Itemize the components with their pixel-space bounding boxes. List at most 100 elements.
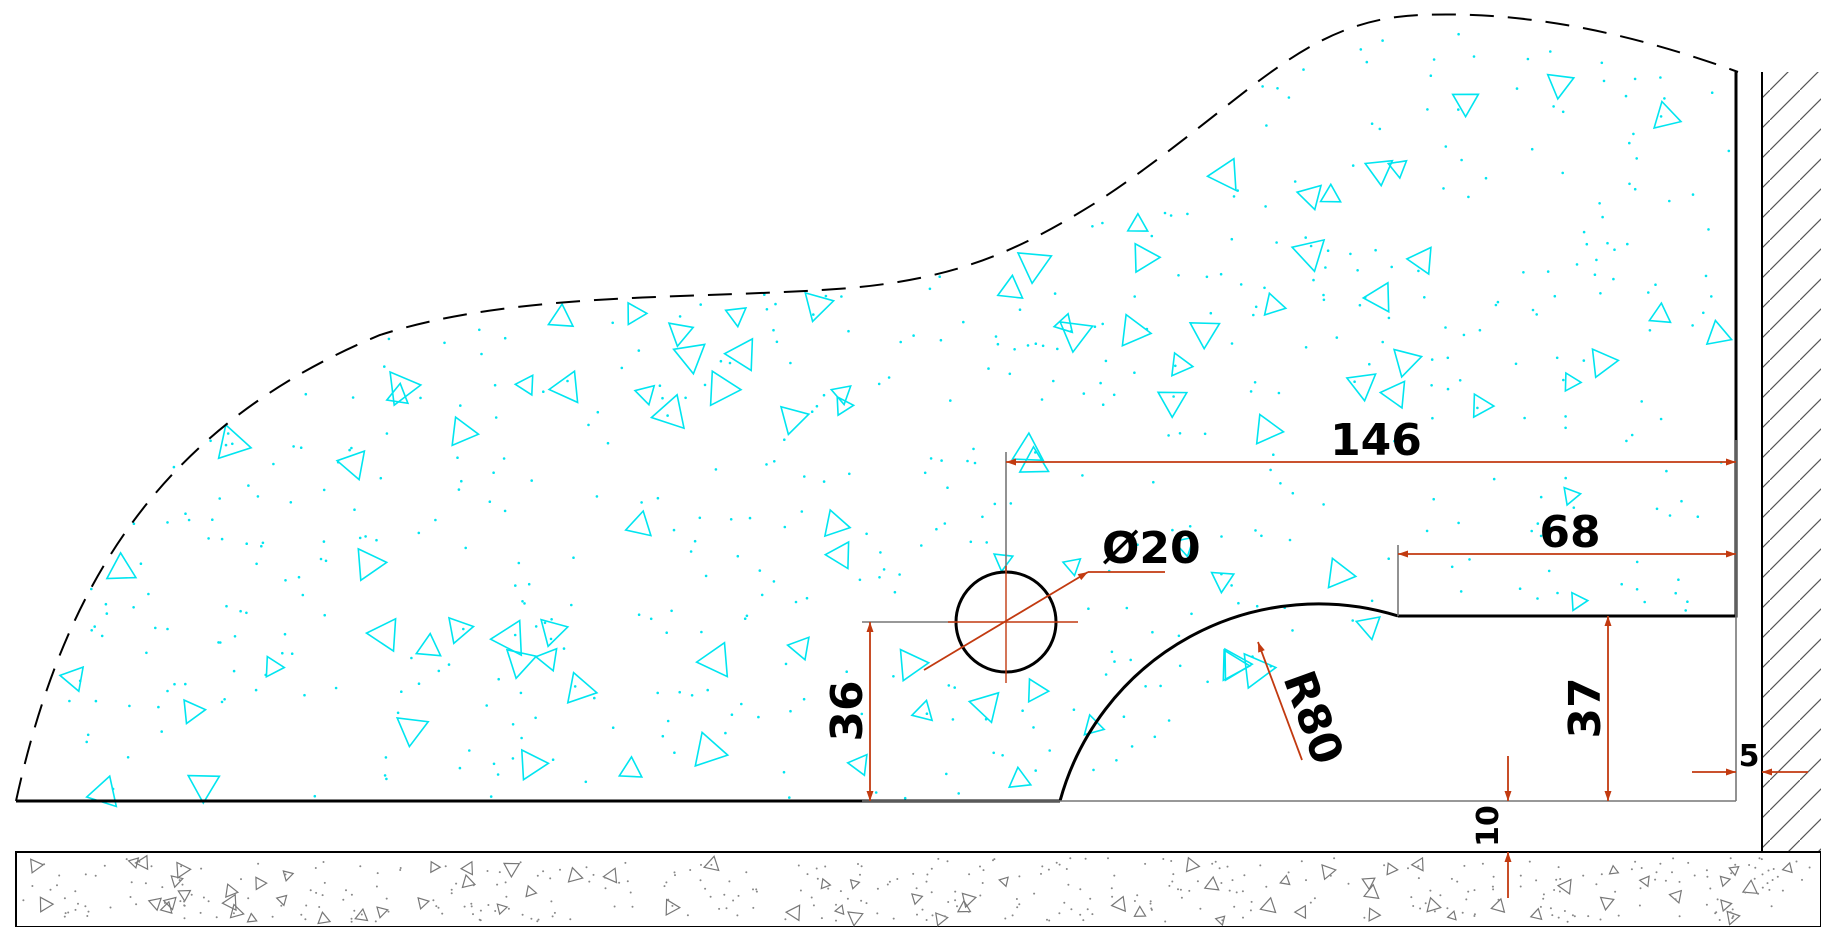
aggregate-dot — [1425, 529, 1429, 533]
aggregate-dot — [1130, 745, 1134, 748]
slab-aggregate-dot — [250, 913, 252, 916]
aggregate-dot — [166, 689, 169, 693]
slab-aggregate-dot — [930, 891, 933, 894]
aggregate-dot — [700, 630, 703, 634]
slab-aggregate-triangle — [1490, 897, 1506, 913]
slab-aggregate-triangle — [417, 897, 431, 911]
slab-aggregate-dot — [979, 894, 982, 897]
aggregate-dot — [1220, 572, 1223, 576]
aggregate-dot — [939, 338, 943, 342]
aggregate-dot — [1562, 378, 1565, 382]
slab-aggregate-dot — [309, 889, 312, 892]
aggregate-dot — [1659, 417, 1663, 421]
aggregate-dot — [1163, 211, 1167, 215]
concrete-aggregate-pattern — [58, 32, 1734, 808]
aggregate-dot — [1159, 684, 1162, 688]
aggregate-dot — [272, 462, 275, 466]
aggregate-dot — [1628, 182, 1631, 186]
aggregate-triangle — [723, 337, 754, 372]
aggregate-dot — [166, 627, 169, 631]
slab-aggregate-dot — [1555, 878, 1558, 881]
aggregate-dot — [283, 632, 287, 636]
aggregate-dot — [584, 780, 588, 784]
slab-aggregate-dot — [943, 915, 946, 918]
aggregate-triangle — [786, 636, 810, 662]
slab-aggregate-dot — [1417, 865, 1420, 868]
aggregate-triangle — [1563, 486, 1583, 507]
slab-aggregate-dot — [1136, 894, 1139, 897]
aggregate-dot — [1363, 296, 1367, 299]
slab-aggregate-dot — [812, 904, 815, 907]
slab-aggregate-triangle — [702, 855, 720, 872]
hole-center-lines — [948, 566, 1078, 683]
slab-aggregate-triangle — [1638, 875, 1650, 888]
aggregate-dot — [68, 699, 71, 703]
aggregate-dot — [845, 670, 848, 673]
aggregate-triangle — [389, 370, 423, 407]
aggregate-dot — [1034, 451, 1037, 454]
aggregate-dot — [145, 651, 148, 655]
aggregate-dot — [1136, 543, 1139, 546]
dimension-hole-diameter: Ø20 — [923, 523, 1201, 671]
slab-aggregate-triangle — [1426, 896, 1442, 913]
slab-aggregate-dot — [1754, 866, 1757, 869]
aggregate-dot — [848, 472, 851, 476]
aggregate-triangle — [1205, 157, 1237, 192]
aggregate-dot — [1087, 607, 1090, 610]
slab-aggregate-dot — [1111, 895, 1114, 898]
aggregate-dot — [511, 723, 515, 726]
slab-aggregate-dot — [215, 916, 218, 919]
aggregate-dot — [480, 352, 483, 356]
aggregate-dot — [665, 631, 668, 634]
aggregate-dot — [690, 694, 694, 697]
slab-aggregate-dot — [1171, 880, 1174, 883]
aggregate-dot — [281, 651, 284, 655]
aggregate-dot — [1092, 768, 1095, 772]
slab-aggregate-dot — [1808, 866, 1811, 869]
aggregate-triangle — [1061, 557, 1082, 578]
aggregate-dot — [1351, 164, 1355, 167]
slab-aggregate-dot — [1772, 868, 1775, 870]
aggregate-dot — [847, 329, 850, 333]
aggregate-dot — [527, 582, 531, 586]
slab-aggregate-triangle — [1279, 874, 1291, 886]
aggregate-dot — [656, 691, 659, 695]
slab-aggregate-dot — [1170, 860, 1173, 862]
aggregate-dot — [1387, 316, 1391, 320]
slab-aggregate-dot — [930, 867, 933, 870]
aggregate-dot — [502, 457, 506, 460]
aggregate-triangle — [846, 753, 868, 777]
aggregate-triangle — [1546, 73, 1576, 101]
slab-aggregate-dot — [967, 910, 970, 913]
slab-aggregate-dot — [86, 915, 89, 917]
slab-aggregate-dot — [1587, 915, 1590, 918]
aggregate-dot — [492, 762, 496, 766]
dimension-10: 10 — [1471, 756, 1512, 898]
aggregate-dot — [209, 439, 212, 443]
aggregate-dot — [1457, 521, 1460, 525]
extension-lines — [862, 440, 1737, 802]
aggregate-dot — [1081, 474, 1084, 477]
slab-aggregate-dot — [926, 873, 929, 876]
dimension-37: 37 — [1560, 616, 1612, 801]
slab-aggregate-dot — [665, 881, 668, 884]
slab-aggregate-dot — [84, 873, 87, 876]
slab-aggregate-dot — [1535, 879, 1538, 882]
aggregate-dot — [1668, 514, 1672, 517]
slab-aggregate-triangle — [221, 893, 237, 912]
slab-aggregate-dot — [1150, 907, 1153, 910]
slab-aggregate-triangle — [282, 870, 295, 882]
slab-aggregate-dot — [67, 911, 70, 914]
slab-aggregate-dot — [886, 883, 889, 886]
slab-aggregate-dot — [1638, 904, 1641, 907]
aggregate-dot — [239, 609, 242, 613]
slab-aggregate-dot — [385, 897, 388, 900]
aggregate-dot — [1665, 469, 1668, 473]
slab-aggregate-dot — [74, 890, 77, 893]
aggregate-dot — [1677, 578, 1680, 581]
aggregate-dot — [1575, 263, 1579, 266]
slab-aggregate-dot — [1313, 897, 1316, 900]
slab-aggregate-dot — [732, 899, 735, 902]
aggregate-dot — [351, 396, 355, 399]
slab-aggregate-dot — [1172, 873, 1175, 876]
